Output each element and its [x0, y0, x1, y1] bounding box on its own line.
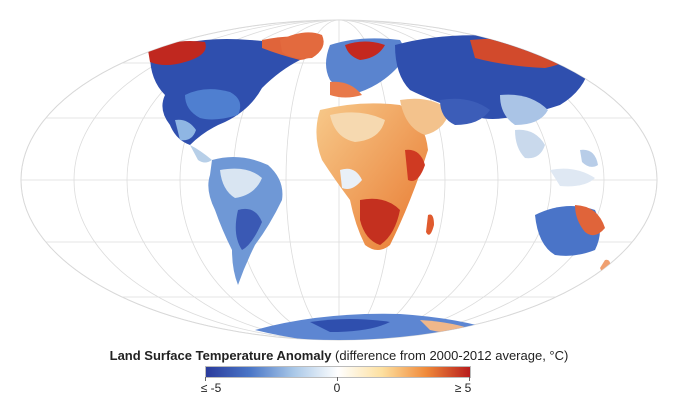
- legend-title-bold: Land Surface Temperature Anomaly: [109, 348, 332, 363]
- tick-mid: [337, 377, 338, 381]
- legend-title-rest: (difference from 2000-2012 average, °C): [331, 348, 569, 363]
- map-svg: [20, 19, 658, 341]
- tick-label-min: ≤ -5: [200, 381, 222, 395]
- madagascar: [426, 214, 434, 235]
- middle-east: [400, 98, 450, 135]
- world-temperature-anomaly-map: [20, 19, 658, 341]
- tick-min: [205, 377, 206, 381]
- africa: [316, 103, 428, 250]
- legend-title: Land Surface Temperature Anomaly (differ…: [0, 348, 678, 363]
- greenland: [280, 32, 324, 59]
- tick-label-max: ≥ 5: [454, 381, 472, 395]
- tick-max: [469, 377, 470, 381]
- south-america: [190, 145, 283, 285]
- tick-label-mid: 0: [333, 381, 341, 395]
- southeast-asia: [550, 149, 598, 187]
- europe: [326, 38, 404, 98]
- australia: [535, 205, 605, 256]
- color-scale-bar: [205, 366, 471, 378]
